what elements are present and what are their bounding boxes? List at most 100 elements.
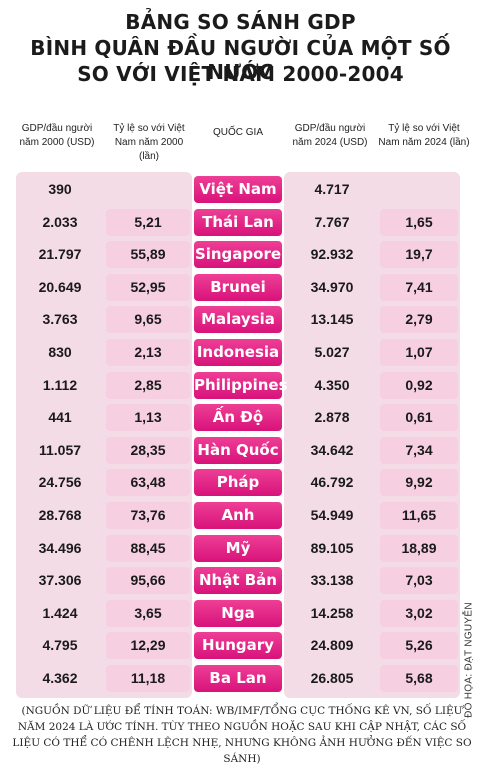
ratio-2000-cell-bg [106, 600, 190, 627]
gdp-2024-value: 46.792 [310, 474, 354, 490]
country-label: Ba Lan [194, 665, 282, 692]
ratio-2000-cell-bg [106, 372, 190, 399]
gdp-2024-value: 33.138 [310, 572, 354, 588]
ratio-2000-value: 9,65 [134, 311, 162, 327]
gdp-2024-value: 13.145 [310, 311, 354, 327]
ratio-2024-cell-bg [380, 274, 458, 301]
ratio-2024-cell-bg [380, 600, 458, 627]
ratio-2000-cell-bg [106, 502, 190, 529]
gdp-2000-value: 20.649 [38, 279, 82, 295]
ratio-2000-cell-bg [106, 469, 190, 496]
gdp-2000-value: 24.756 [38, 474, 82, 490]
ratio-2024-value: 3,02 [405, 605, 433, 621]
gdp-2024-value: 4.717 [314, 181, 350, 197]
ratio-2024-value: 18,89 [401, 540, 437, 556]
country-label: Thái Lan [194, 209, 282, 236]
gdp-2000-value: 1.424 [42, 605, 78, 621]
ratio-2024-cell-bg [380, 209, 458, 236]
gdp-2024-value: 34.970 [310, 279, 354, 295]
ratio-2024-value: 11,65 [401, 507, 437, 523]
gdp-2000-value: 4.795 [42, 637, 78, 653]
gdp-2024-value: 92.932 [310, 246, 354, 262]
header-ratio-2024: Tỷ lệ so với Việt Nam năm 2024 (lần) [378, 123, 470, 148]
ratio-2024-cell-bg [380, 404, 458, 431]
ratio-2000-value: 11,18 [130, 670, 166, 686]
ratio-2024-cell-bg [380, 469, 458, 496]
gdp-2024-value: 54.949 [310, 507, 354, 523]
gdp-2024-value: 24.809 [310, 637, 354, 653]
ratio-2000-value: 63,48 [130, 474, 166, 490]
ratio-2024-cell-bg [380, 306, 458, 333]
ratio-2024-value: 0,61 [405, 409, 433, 425]
ratio-2024-cell-bg [380, 437, 458, 464]
gdp-2024-value: 5.027 [314, 344, 350, 360]
gdp-2000-value: 830 [48, 344, 72, 360]
title-line-1: BẢNG SO SÁNH GDP [125, 10, 356, 34]
ratio-2024-value: 0,92 [405, 377, 433, 393]
ratio-2024-cell-bg [380, 535, 458, 562]
ratio-2000-value: 55,89 [130, 246, 166, 262]
gdp-2024-value: 2.878 [314, 409, 350, 425]
ratio-2000-cell-bg [106, 665, 190, 692]
ratio-2000-value: 3,65 [134, 605, 162, 621]
country-label: Singapore [194, 241, 282, 268]
ratio-2024-value: 7,03 [405, 572, 433, 588]
header-gdp-2024: GDP/đầu người năm 2024 (USD) [292, 123, 368, 148]
ratio-2024-value: 1,65 [405, 214, 433, 230]
ratio-2000-cell-bg [106, 209, 190, 236]
country-label: Philippines [194, 372, 288, 399]
gdp-2000-value: 4.362 [42, 670, 78, 686]
country-label: Mỹ [194, 535, 282, 562]
ratio-2000-cell-bg [106, 567, 190, 594]
ratio-2024-cell-bg [380, 339, 458, 366]
ratio-2000-value: 88,45 [130, 540, 166, 556]
country-label: Nhật Bản [194, 567, 282, 594]
ratio-2024-value: 1,07 [405, 344, 433, 360]
gdp-2000-value: 34.496 [38, 540, 82, 556]
header-gdp-2000: GDP/đầu người năm 2000 (USD) [19, 123, 95, 148]
ratio-2024-cell-bg [380, 502, 458, 529]
country-label: Indonesia [194, 339, 282, 366]
gdp-2000-value: 441 [48, 409, 72, 425]
gdp-2000-value: 390 [48, 181, 72, 197]
ratio-2024-value: 5,68 [405, 670, 433, 686]
ratio-2024-cell-bg [380, 567, 458, 594]
gdp-2024-value: 89.105 [310, 540, 354, 556]
ratio-2000-value: 2,85 [134, 377, 162, 393]
ratio-2000-value [106, 176, 190, 203]
ratio-2024-value [380, 176, 458, 203]
ratio-2000-cell-bg [106, 274, 190, 301]
title-line-2: BÌNH QUÂN ĐẦU NGƯỜI CỦA MỘT SỐ NƯỚC [30, 36, 451, 84]
ratio-2000-cell-bg [106, 437, 190, 464]
ratio-2000-cell-bg [106, 632, 190, 659]
country-label: Hungary [194, 632, 282, 659]
country-label: Việt Nam [194, 176, 282, 203]
ratio-2000-value: 12,29 [130, 637, 166, 653]
ratio-2000-cell-bg [106, 535, 190, 562]
ratio-2024-value: 7,34 [405, 442, 433, 458]
gdp-2000-value: 1.112 [42, 377, 78, 393]
ratio-2000-cell-bg [106, 241, 190, 268]
ratio-2024-cell-bg [380, 665, 458, 692]
gdp-2000-value: 21.797 [38, 246, 82, 262]
ratio-2000-cell-bg [106, 404, 190, 431]
header-country: QUỐC GIA [212, 127, 263, 138]
ratio-2024-value: 2,79 [405, 311, 433, 327]
gdp-2024-value: 14.258 [310, 605, 354, 621]
ratio-2000-value: 28,35 [130, 442, 166, 458]
ratio-2024-cell-bg [380, 241, 458, 268]
gdp-2024-value: 26.805 [310, 670, 354, 686]
ratio-2024-value: 7,41 [405, 279, 433, 295]
country-label: Anh [194, 502, 282, 529]
ratio-2000-cell-bg [106, 339, 190, 366]
gdp-2024-value: 34.642 [310, 442, 354, 458]
gdp-2024-value: 4.350 [314, 377, 350, 393]
ratio-2024-cell-bg [380, 632, 458, 659]
country-label: Malaysia [194, 306, 282, 333]
country-label: Pháp [194, 469, 282, 496]
gdp-2000-value: 11.057 [38, 442, 82, 458]
country-label: Hàn Quốc [194, 437, 282, 464]
gdp-2000-value: 2.033 [42, 214, 78, 230]
ratio-2000-value: 5,21 [134, 214, 162, 230]
